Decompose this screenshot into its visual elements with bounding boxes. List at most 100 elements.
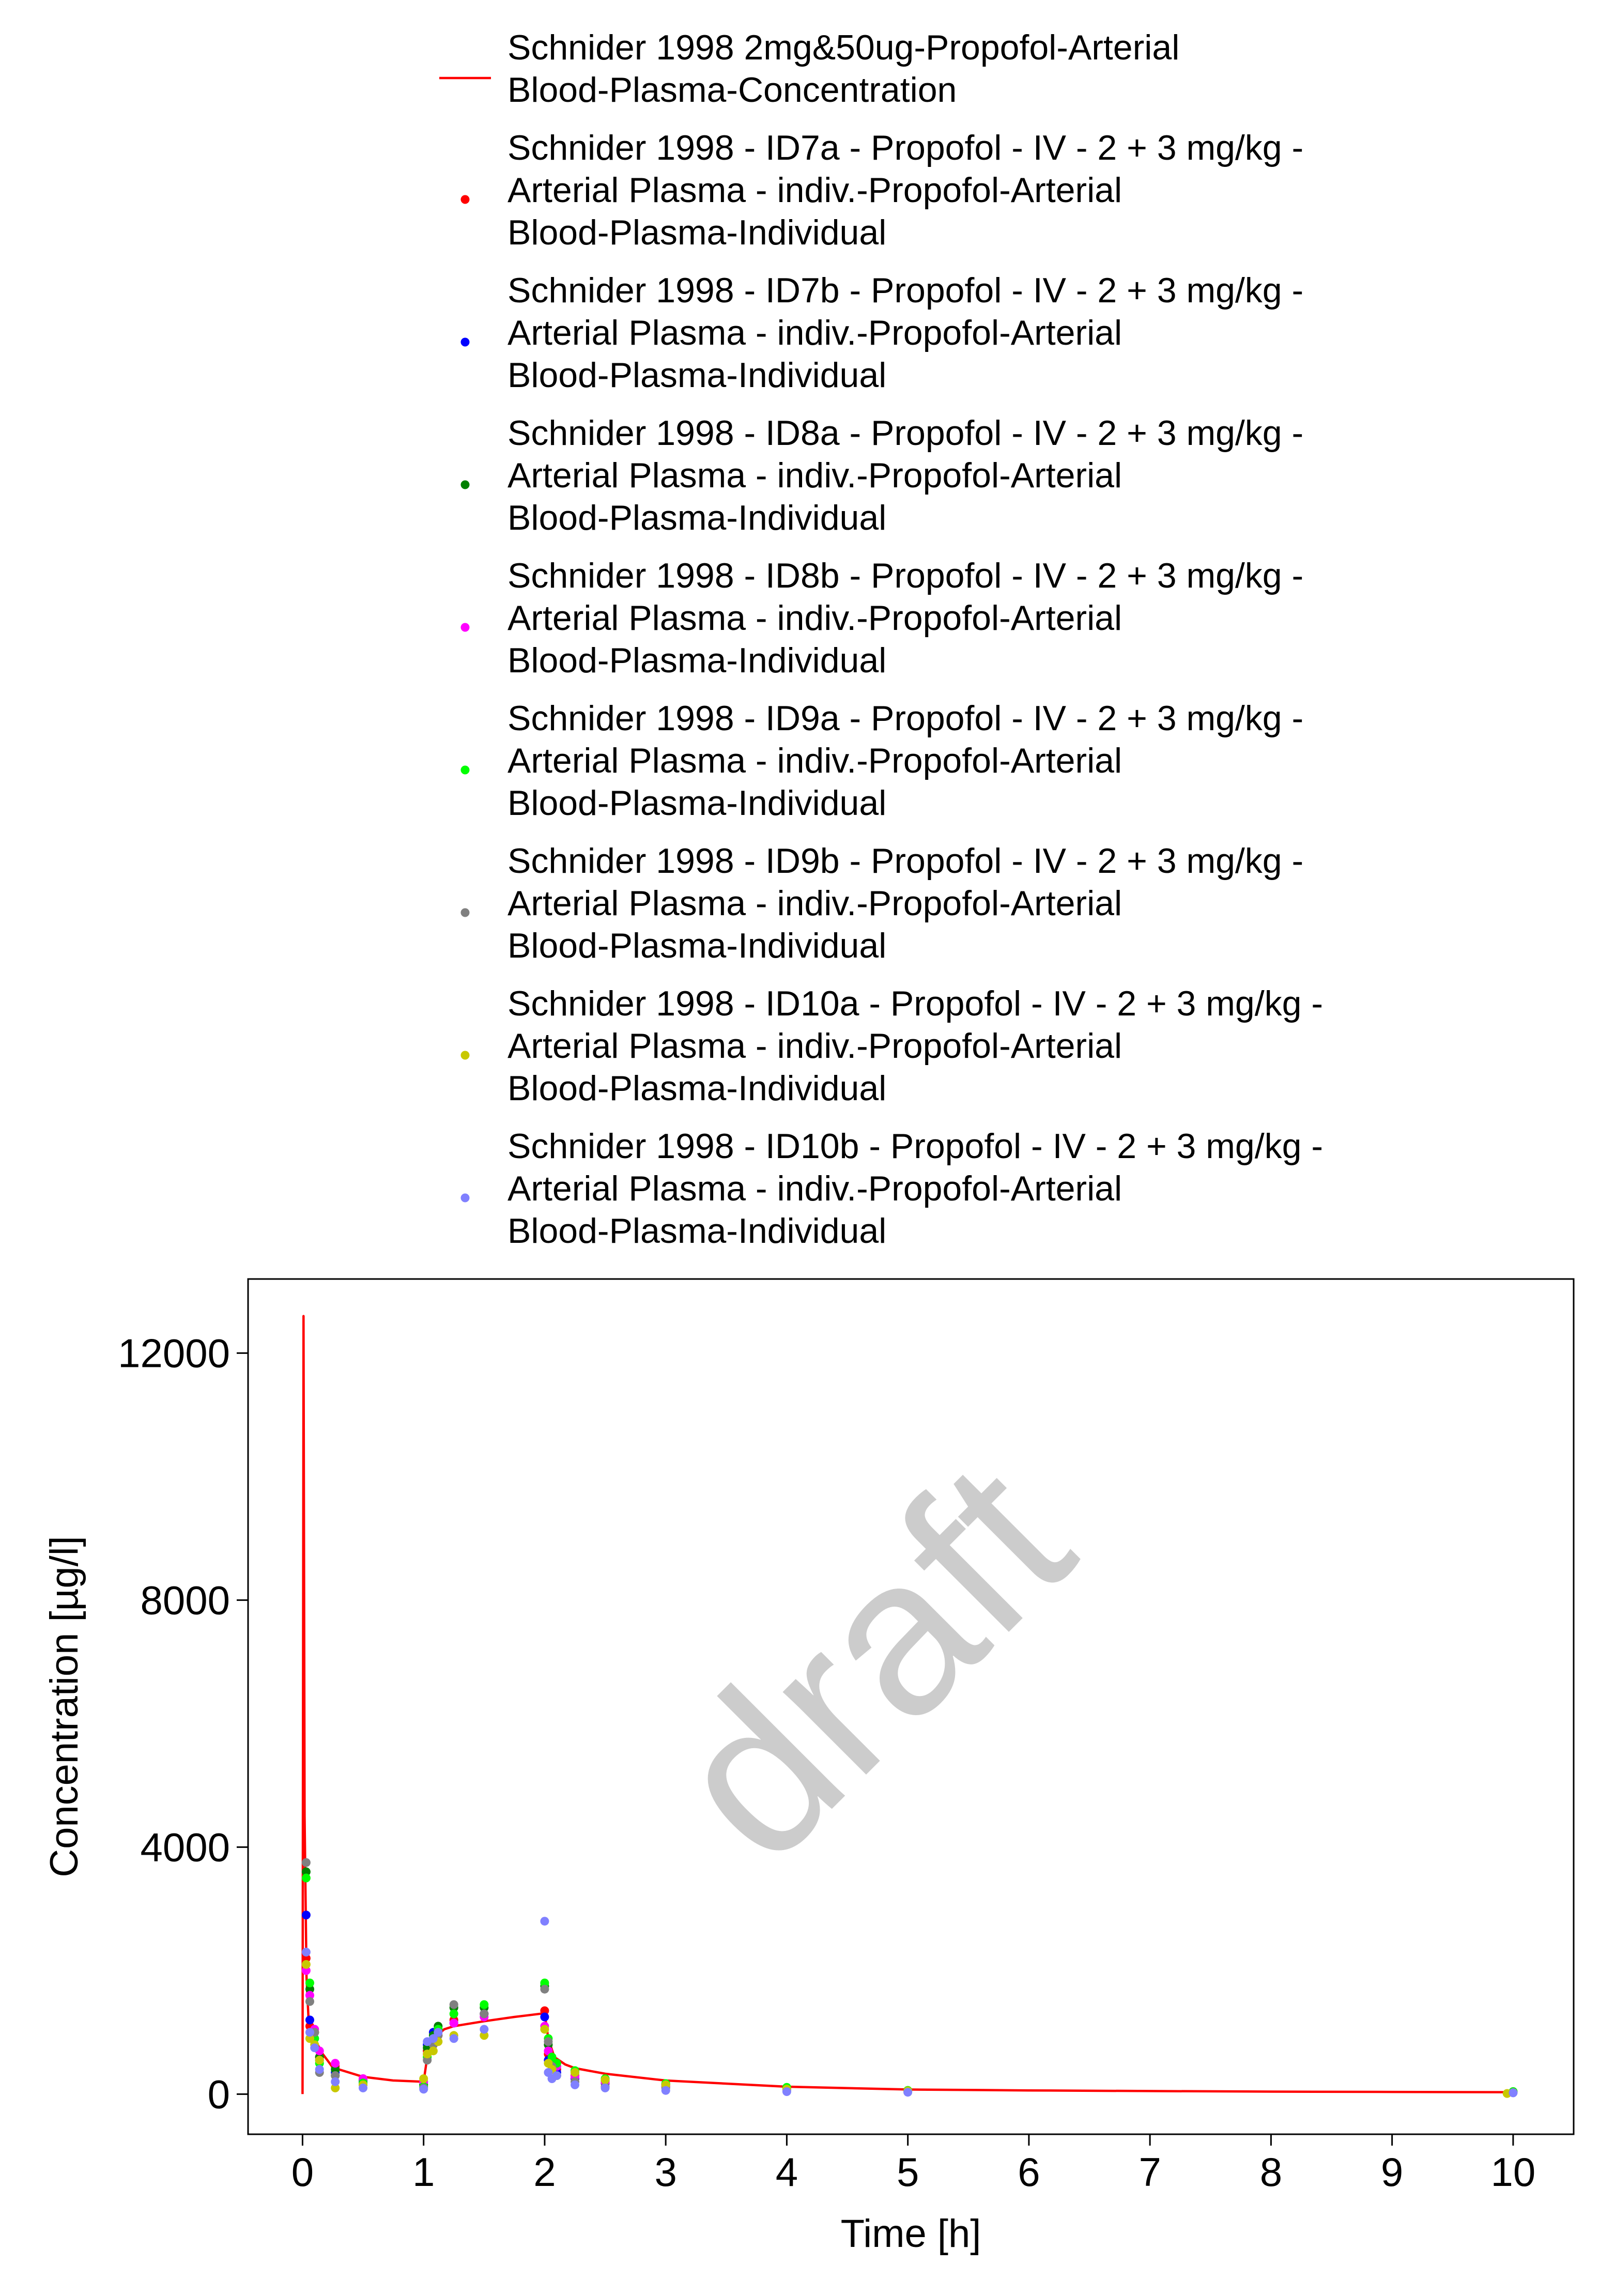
data-point	[301, 1910, 311, 1920]
data-point	[315, 2056, 324, 2065]
data-point	[428, 2046, 438, 2056]
x-tick-label: 9	[1381, 2149, 1403, 2195]
data-point	[331, 2059, 340, 2068]
legend-label: Schnider 1998 - ID8b - Propofol - IV - 2…	[507, 556, 1303, 680]
y-tick-label: 0	[208, 2071, 230, 2117]
data-point	[540, 1917, 549, 1926]
data-point	[540, 2006, 549, 2015]
data-point	[305, 2015, 314, 2025]
data-point	[552, 2071, 561, 2080]
data-point	[301, 1966, 311, 1975]
x-tick-label: 2	[533, 2149, 556, 2195]
data-point	[423, 2056, 432, 2065]
data-point	[305, 1997, 314, 2006]
x-tick-label: 8	[1260, 2149, 1282, 2195]
x-axis-label: Time [h]	[841, 2212, 981, 2256]
x-tick-label: 7	[1139, 2149, 1161, 2195]
legend-entry: Schnider 1998 - ID10b - Propofol - IV - …	[460, 1127, 1323, 1251]
legend-key-point	[460, 623, 470, 632]
x-tick-label: 3	[654, 2149, 676, 2195]
data-point	[544, 2037, 553, 2046]
data-point	[305, 2034, 314, 2043]
data-point	[449, 2018, 458, 2028]
data-point	[480, 2025, 489, 2034]
data-point	[301, 1948, 311, 1956]
data-point	[480, 2009, 489, 2018]
y-tick-label: 8000	[140, 1577, 230, 1623]
legend-entry: Schnider 1998 - ID7b - Propofol - IV - 2…	[460, 271, 1303, 395]
x-tick-label: 4	[776, 2149, 798, 2195]
data-point	[449, 2000, 458, 2009]
data-point	[903, 2088, 913, 2097]
data-point	[428, 2034, 438, 2043]
data-point	[480, 2031, 489, 2040]
legend: Schnider 1998 2mg&50ug-Propofol-Arterial…	[439, 28, 1323, 1251]
data-point	[331, 2083, 340, 2092]
legend-label: Schnider 1998 - ID7b - Propofol - IV - 2…	[507, 271, 1303, 395]
data-point	[449, 2034, 458, 2043]
plot-area	[301, 1315, 1518, 2098]
legend-key-point	[460, 1051, 470, 1060]
legend-key-point	[460, 765, 470, 775]
data-point	[301, 1953, 311, 1963]
data-point	[601, 2083, 610, 2092]
data-point	[661, 2086, 670, 2095]
legend-key-point	[460, 337, 470, 347]
data-point	[540, 1984, 549, 1994]
data-point	[305, 1984, 314, 1994]
data-point	[310, 2043, 319, 2053]
legend-entry: Schnider 1998 - ID9b - Propofol - IV - 2…	[460, 841, 1303, 965]
legend-label: Schnider 1998 2mg&50ug-Propofol-Arterial…	[507, 28, 1179, 110]
legend-label: Schnider 1998 - ID9b - Propofol - IV - 2…	[507, 841, 1303, 965]
data-point	[434, 2028, 443, 2037]
data-layer	[301, 1315, 1518, 2098]
y-axis-label: Concentration [µg/l]	[42, 1536, 86, 1877]
data-point	[601, 2075, 610, 2085]
data-point	[480, 2000, 489, 2009]
data-point	[359, 2083, 367, 2092]
data-point	[540, 2025, 549, 2034]
axes: 0 1 2 3 4 5 6 7 8 9 10 0 4000 8000 12000 Time [h] Concen…	[42, 1278, 1575, 2256]
legend-label: Schnider 1998 - ID10b - Propofol - IV - …	[507, 1127, 1323, 1251]
legend-key-point	[460, 908, 470, 917]
data-point	[540, 1978, 549, 1987]
legend-entry: Schnider 1998 - ID9a - Propofol - IV - 2…	[460, 699, 1303, 823]
data-point	[331, 2077, 340, 2086]
data-point	[1509, 2088, 1518, 2098]
legend-entry: Schnider 1998 2mg&50ug-Propofol-Arterial…	[439, 28, 1179, 110]
plot-border	[247, 1278, 1575, 2135]
legend-entry: Schnider 1998 - ID8b - Propofol - IV - 2…	[460, 556, 1303, 680]
data-point	[301, 1873, 311, 1883]
data-point	[782, 2087, 791, 2096]
legend-key-point	[460, 195, 470, 204]
data-point	[331, 2065, 340, 2074]
data-point	[301, 1858, 311, 1867]
x-tick-label: 0	[291, 2149, 314, 2195]
data-point	[419, 2074, 428, 2083]
data-point	[301, 1960, 311, 1969]
legend-key-point	[460, 1193, 470, 1203]
observed-series-8	[301, 1917, 1518, 2098]
data-point	[305, 1978, 314, 1987]
legend-label: Schnider 1998 - ID9a - Propofol - IV - 2…	[507, 699, 1303, 823]
legend-label: Schnider 1998 - ID7a - Propofol - IV - 2…	[507, 128, 1303, 252]
x-tick-label: 1	[412, 2149, 435, 2195]
data-point	[305, 2028, 314, 2037]
x-tick-label: 6	[1018, 2149, 1040, 2195]
y-tick-label: 4000	[140, 1824, 230, 1870]
x-tick-label: 5	[897, 2149, 919, 2195]
legend-entry: Schnider 1998 - ID7a - Propofol - IV - 2…	[460, 128, 1303, 252]
legend-entry: Schnider 1998 - ID10a - Propofol - IV - …	[460, 984, 1323, 1108]
legend-key-point	[460, 480, 470, 489]
data-point	[305, 1991, 314, 2000]
data-point	[571, 2080, 579, 2089]
data-point	[419, 2085, 428, 2094]
legend-label: Schnider 1998 - ID10a - Propofol - IV - …	[507, 984, 1323, 1108]
x-tick-label: 10	[1490, 2149, 1535, 2195]
legend-label: Schnider 1998 - ID8a - Propofol - IV - 2…	[507, 413, 1303, 537]
data-point	[331, 2071, 340, 2080]
data-point	[540, 2012, 549, 2022]
y-tick-label: 12000	[118, 1330, 230, 1376]
